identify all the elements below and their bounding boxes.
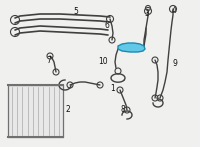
Text: 3: 3 <box>145 9 149 18</box>
Text: 6: 6 <box>105 21 109 30</box>
Text: 4: 4 <box>172 6 176 15</box>
Text: 8: 8 <box>121 105 125 114</box>
Text: 9: 9 <box>173 59 177 69</box>
Text: 1: 1 <box>111 84 115 93</box>
Text: 2: 2 <box>66 105 70 114</box>
FancyBboxPatch shape <box>8 85 63 137</box>
Text: 10: 10 <box>98 57 108 66</box>
Text: 5: 5 <box>74 7 78 16</box>
Polygon shape <box>118 43 145 52</box>
Text: 7: 7 <box>47 56 51 65</box>
